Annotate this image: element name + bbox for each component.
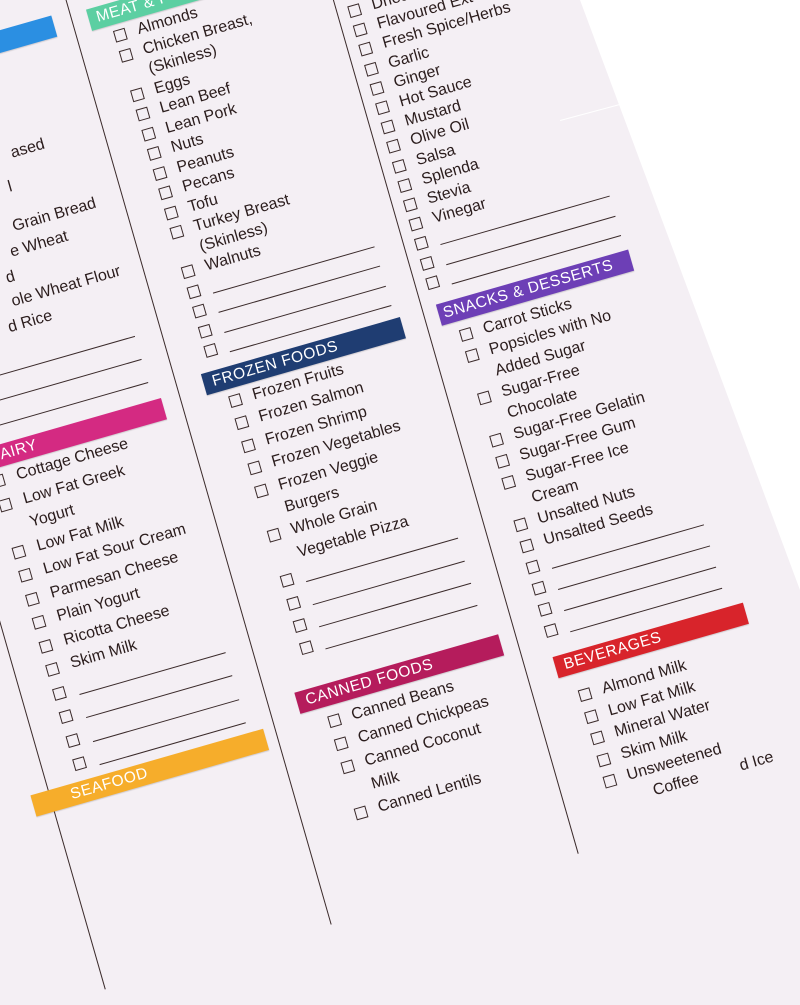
checkbox[interactable] <box>386 139 402 154</box>
checkbox[interactable] <box>414 236 429 252</box>
checkbox[interactable] <box>58 709 74 724</box>
checkbox[interactable] <box>152 165 168 181</box>
checkbox[interactable] <box>333 736 349 752</box>
write-in-line[interactable] <box>224 285 386 333</box>
checkbox[interactable] <box>11 544 27 560</box>
checkbox[interactable] <box>241 438 256 453</box>
checkbox[interactable] <box>590 730 605 746</box>
checkbox[interactable] <box>340 759 356 775</box>
checkbox[interactable] <box>391 158 407 174</box>
list-item: d Ice <box>737 748 776 775</box>
checkbox[interactable] <box>495 453 511 469</box>
write-in-line[interactable] <box>557 545 711 590</box>
checkbox[interactable] <box>577 687 593 703</box>
checkbox[interactable] <box>247 460 263 476</box>
checkbox[interactable] <box>408 216 424 232</box>
checkbox[interactable] <box>489 432 504 448</box>
write-in-line[interactable] <box>446 215 616 265</box>
checkbox[interactable] <box>397 177 413 193</box>
checkbox[interactable] <box>286 595 302 611</box>
checkbox[interactable] <box>363 61 379 77</box>
checkbox[interactable] <box>464 348 480 364</box>
checkbox[interactable] <box>279 573 295 588</box>
checkbox[interactable] <box>129 86 145 102</box>
checkbox[interactable] <box>425 275 441 290</box>
checkbox[interactable] <box>146 146 162 161</box>
checkbox[interactable] <box>18 567 33 583</box>
list-item: Milk <box>369 768 402 793</box>
checkbox[interactable] <box>501 475 517 490</box>
checkbox[interactable] <box>203 343 219 358</box>
checkbox[interactable] <box>513 517 529 533</box>
checkbox[interactable] <box>292 618 308 633</box>
write-in-line[interactable] <box>0 335 136 394</box>
checkbox[interactable] <box>583 708 599 724</box>
checkbox[interactable] <box>234 415 250 431</box>
checkbox[interactable] <box>24 591 40 607</box>
checkbox[interactable] <box>72 756 87 772</box>
checkbox[interactable] <box>38 638 54 654</box>
write-in-line[interactable] <box>85 675 233 719</box>
checkbox[interactable] <box>458 327 474 342</box>
checkbox[interactable] <box>266 528 282 543</box>
checkbox[interactable] <box>141 126 157 142</box>
checkbox[interactable] <box>358 42 374 57</box>
checkbox[interactable] <box>65 732 81 748</box>
checkbox[interactable] <box>402 197 418 213</box>
checkbox[interactable] <box>0 473 6 489</box>
checkbox[interactable] <box>31 614 47 630</box>
grocery-checklist-sheet: ased l Grain Bread e Wheat d ole Wheat Flour d… <box>0 0 776 990</box>
write-in-line[interactable] <box>312 560 465 605</box>
section-header-grains <box>0 15 58 113</box>
write-in-line[interactable] <box>218 265 381 313</box>
checkbox[interactable] <box>253 483 269 498</box>
checkbox[interactable] <box>519 538 535 554</box>
checkbox[interactable] <box>163 205 179 220</box>
checkbox[interactable] <box>192 303 207 319</box>
list-item: ased <box>8 135 47 162</box>
list-item: l <box>6 178 15 196</box>
list-item: ole Wheat Flour <box>9 262 123 311</box>
checkbox[interactable] <box>347 3 363 19</box>
checkbox[interactable] <box>228 393 243 409</box>
checkbox[interactable] <box>375 100 390 116</box>
checkbox[interactable] <box>118 47 134 63</box>
checkbox[interactable] <box>0 497 13 513</box>
checkbox[interactable] <box>197 323 213 339</box>
checkbox[interactable] <box>531 580 547 596</box>
checkbox[interactable] <box>186 283 202 299</box>
checkbox[interactable] <box>419 255 435 271</box>
list-item: d <box>3 267 18 287</box>
checkbox[interactable] <box>299 640 314 656</box>
checkbox[interactable] <box>51 685 67 701</box>
checkbox[interactable] <box>596 752 612 767</box>
checkbox[interactable] <box>602 773 618 789</box>
checkbox[interactable] <box>380 119 396 135</box>
write-in-line[interactable] <box>564 566 717 612</box>
checkbox[interactable] <box>537 601 553 617</box>
checkbox[interactable] <box>543 623 559 638</box>
checkbox[interactable] <box>477 390 492 406</box>
paper-crease <box>560 101 628 121</box>
checkbox[interactable] <box>369 80 385 96</box>
checkbox[interactable] <box>327 713 343 729</box>
write-in-line[interactable] <box>318 582 472 628</box>
checkbox[interactable] <box>158 185 173 201</box>
checkbox[interactable] <box>45 662 60 677</box>
checkbox[interactable] <box>112 27 128 43</box>
list-item: d Rice <box>6 307 55 337</box>
checkbox[interactable] <box>525 559 541 575</box>
checkbox[interactable] <box>180 264 196 280</box>
checkbox[interactable] <box>352 22 368 38</box>
checkbox[interactable] <box>135 106 151 122</box>
write-in-line[interactable] <box>92 698 240 742</box>
checkbox[interactable] <box>169 224 185 240</box>
write-in-line[interactable] <box>325 605 478 650</box>
checkbox[interactable] <box>353 805 369 821</box>
